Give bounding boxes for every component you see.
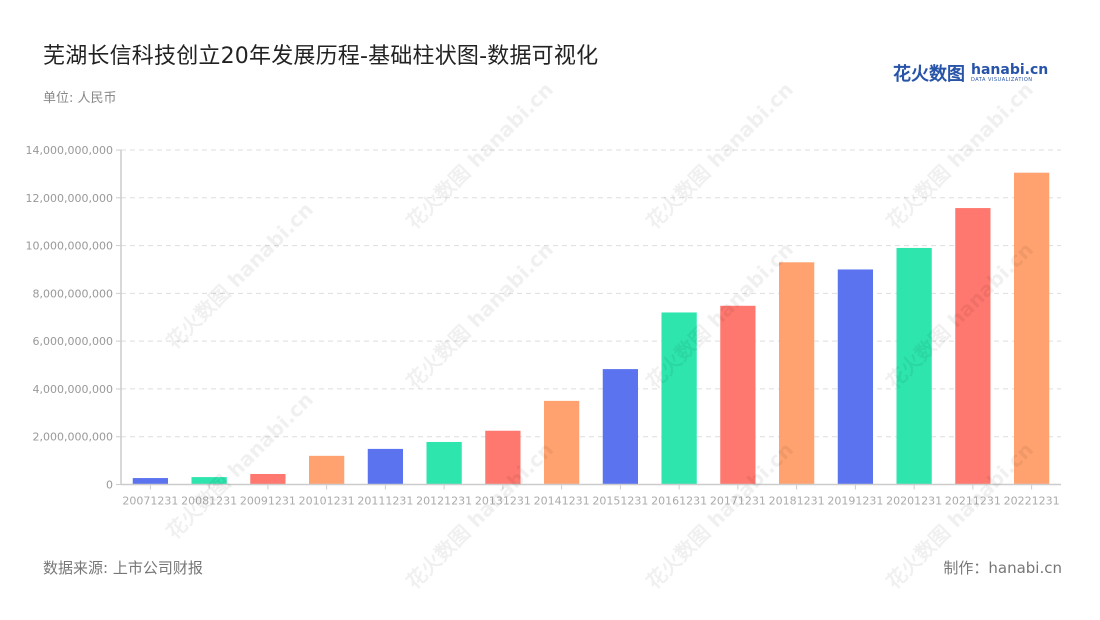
- logo-tagline: DATA VISUALIZATION: [971, 77, 1033, 83]
- bar-20161231[interactable]: [661, 312, 697, 485]
- bar-20191231[interactable]: [837, 269, 873, 485]
- logo-en-block: hanabi.cn DATA VISUALIZATION: [971, 63, 1048, 83]
- x-tick-label: 20121231: [416, 495, 472, 508]
- bar-20181231[interactable]: [779, 262, 815, 485]
- x-tick-label: 20131231: [475, 495, 531, 508]
- bar-20141231[interactable]: [544, 400, 580, 485]
- x-tick-label: 20171231: [710, 495, 766, 508]
- x-tick-label: 20161231: [651, 495, 707, 508]
- x-tick-label: 20201231: [886, 495, 942, 508]
- x-tick-label: 20091231: [240, 495, 296, 508]
- y-tick-label: 0: [106, 479, 113, 492]
- y-tick-label: 12,000,000,000: [26, 192, 113, 205]
- y-tick-label: 6,000,000,000: [33, 335, 113, 348]
- y-axis: 0 2,000,000,000 4,000,000,000 6,000,000,000…: [26, 144, 122, 492]
- x-tick-label: 20101231: [299, 495, 355, 508]
- x-tick-label: 20111231: [357, 495, 413, 508]
- chart-title: 芜湖长信科技创立20年发展历程-基础柱状图-数据可视化: [43, 44, 599, 69]
- bar-20201231[interactable]: [896, 247, 932, 485]
- x-axis: 20071231 20081231 20091231 20101231 20111231…: [121, 483, 1061, 508]
- x-tick-label: 20071231: [122, 495, 178, 508]
- x-tick-label: 20221231: [1004, 495, 1060, 508]
- x-tick-label: 20211231: [945, 495, 1001, 508]
- bar-20111231[interactable]: [367, 448, 403, 485]
- y-tick-label: 4,000,000,000: [33, 383, 113, 396]
- bar-20131231[interactable]: [485, 430, 521, 485]
- bar-20151231[interactable]: [602, 369, 638, 485]
- logo-en: hanabi.cn: [971, 62, 1049, 78]
- bar-20091231[interactable]: [250, 473, 286, 485]
- y-tick-label: 10,000,000,000: [26, 240, 113, 253]
- x-tick-label: 20081231: [181, 495, 237, 508]
- x-tick-label: 20151231: [592, 495, 648, 508]
- x-tick-label: 20191231: [827, 495, 883, 508]
- logo-cn: 花火数图: [893, 64, 965, 85]
- y-tick-label: 8,000,000,000: [33, 287, 113, 300]
- bar-20071231[interactable]: [132, 478, 168, 485]
- brand-logo: 花火数图 hanabi.cn DATA VISUALIZATION: [893, 60, 1048, 86]
- data-source: 数据来源: 上市公司财报: [43, 559, 203, 577]
- bar-20081231[interactable]: [191, 477, 227, 485]
- bar-20171231[interactable]: [720, 305, 756, 485]
- bar-20121231[interactable]: [426, 441, 462, 485]
- unit-label: 单位: 人民币: [43, 91, 117, 106]
- y-tick-label: 2,000,000,000: [33, 431, 113, 444]
- bar-20221231[interactable]: [1014, 172, 1050, 485]
- bar-20211231[interactable]: [955, 208, 991, 485]
- x-tick-label: 20181231: [769, 495, 825, 508]
- y-tick-label: 14,000,000,000: [26, 144, 113, 157]
- credit: 制作：hanabi.cn: [943, 559, 1062, 577]
- bars: [132, 172, 1050, 485]
- x-tick-label: 20141231: [534, 495, 590, 508]
- bar-20101231[interactable]: [309, 455, 345, 485]
